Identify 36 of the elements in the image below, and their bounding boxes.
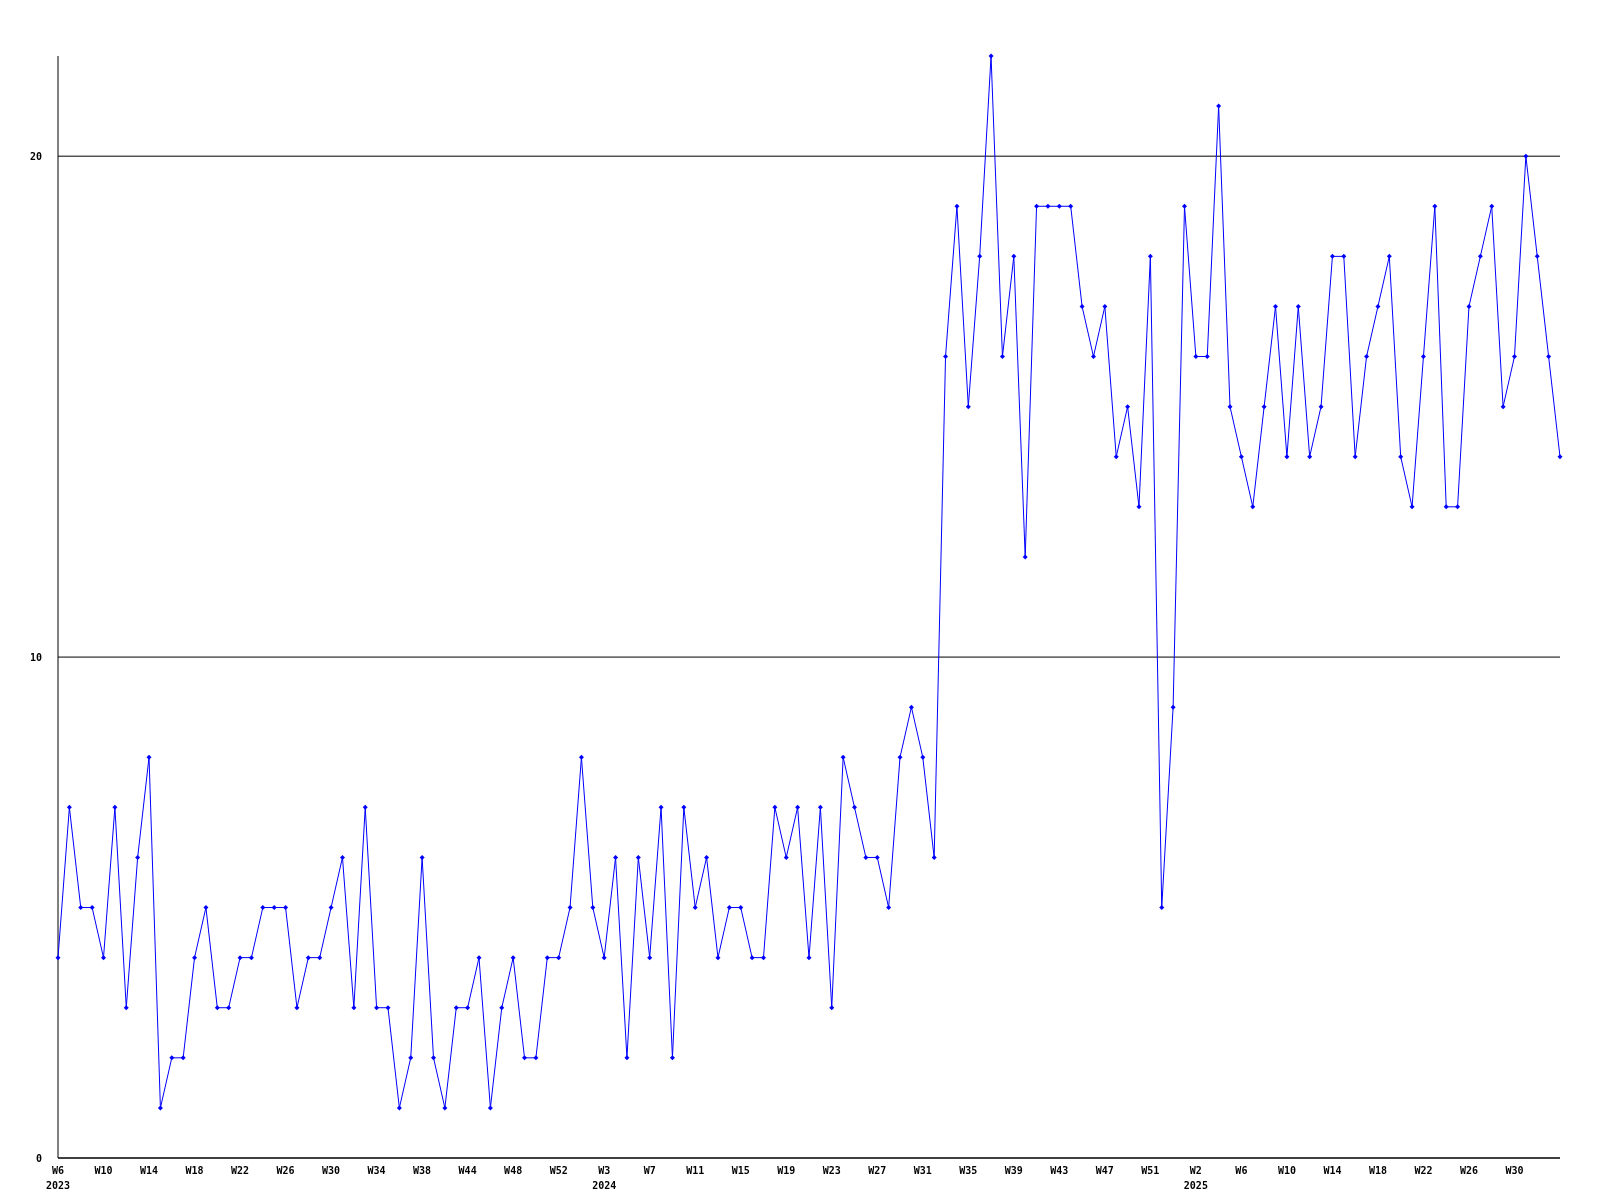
x-tick-label: W2 2025 bbox=[1183, 1165, 1208, 1191]
x-tick-label: W7 bbox=[643, 1165, 656, 1176]
x-tick-label: W14 bbox=[1323, 1165, 1342, 1176]
x-tick-label: W10 bbox=[1277, 1165, 1296, 1176]
y-tick-label: 20 bbox=[29, 150, 42, 162]
x-tick-label: W51 bbox=[1141, 1165, 1160, 1176]
x-tick-label: W26 bbox=[1459, 1165, 1478, 1176]
x-tick-label: W47 bbox=[1095, 1165, 1114, 1176]
x-tick-label: W26 bbox=[276, 1165, 295, 1176]
x-tick-label: W6 bbox=[1235, 1165, 1248, 1176]
x-tick-label: W44 bbox=[458, 1165, 477, 1176]
x-tick-label: W52 bbox=[549, 1165, 568, 1176]
x-tick-label: W22 bbox=[1414, 1165, 1433, 1176]
x-tick-label: W19 bbox=[777, 1165, 796, 1176]
x-tick-label: W14 bbox=[140, 1165, 159, 1176]
x-tick-label: W23 bbox=[822, 1165, 841, 1176]
x-tick-label: W10 bbox=[94, 1165, 113, 1176]
x-tick-label: W30 bbox=[322, 1165, 341, 1176]
x-tick-label: W34 bbox=[367, 1165, 386, 1176]
x-tick-label: W39 bbox=[1004, 1165, 1023, 1176]
x-tick-label: W22 bbox=[231, 1165, 250, 1176]
x-tick-label: W38 bbox=[413, 1165, 432, 1176]
x-tick-label: W35 bbox=[959, 1165, 978, 1176]
x-tick-label: W3 2024 bbox=[592, 1165, 617, 1191]
y-tick-label: 0 bbox=[35, 1152, 42, 1164]
x-tick-label: W18 bbox=[1368, 1165, 1387, 1176]
x-tick-label: W30 bbox=[1505, 1165, 1524, 1176]
x-tick-label: W43 bbox=[1050, 1165, 1069, 1176]
y-tick-label: 10 bbox=[29, 651, 42, 663]
x-tick-label: W48 bbox=[504, 1165, 523, 1176]
x-tick-label: W11 bbox=[686, 1165, 705, 1176]
x-tick-label: W6 2023 bbox=[45, 1165, 71, 1191]
x-tick-label: W27 bbox=[868, 1165, 887, 1176]
x-tick-label: W15 bbox=[731, 1165, 750, 1176]
x-tick-label: W18 bbox=[185, 1165, 204, 1176]
x-tick-label: W31 bbox=[913, 1165, 932, 1176]
